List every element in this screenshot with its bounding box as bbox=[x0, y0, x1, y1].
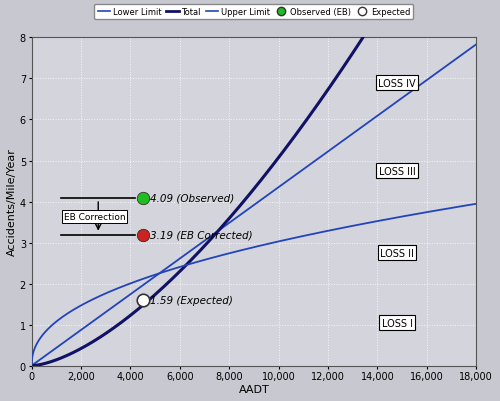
Text: 3.19 (EB Corrected): 3.19 (EB Corrected) bbox=[150, 230, 252, 240]
Text: LOSS III: LOSS III bbox=[379, 166, 416, 176]
Text: LOSS IV: LOSS IV bbox=[378, 78, 416, 88]
X-axis label: AADT: AADT bbox=[238, 384, 269, 394]
Legend: Lower Limit, Total, Upper Limit, Observed (EB), Expected: Lower Limit, Total, Upper Limit, Observe… bbox=[94, 5, 413, 20]
Y-axis label: Accidents/Mile/Year: Accidents/Mile/Year bbox=[7, 148, 17, 256]
Text: EB Correction: EB Correction bbox=[64, 212, 126, 221]
Text: LOSS I: LOSS I bbox=[382, 318, 412, 328]
Text: 1.59 (Expected): 1.59 (Expected) bbox=[150, 296, 232, 306]
Text: 4.09 (Observed): 4.09 (Observed) bbox=[150, 193, 234, 203]
Text: LOSS II: LOSS II bbox=[380, 248, 414, 258]
